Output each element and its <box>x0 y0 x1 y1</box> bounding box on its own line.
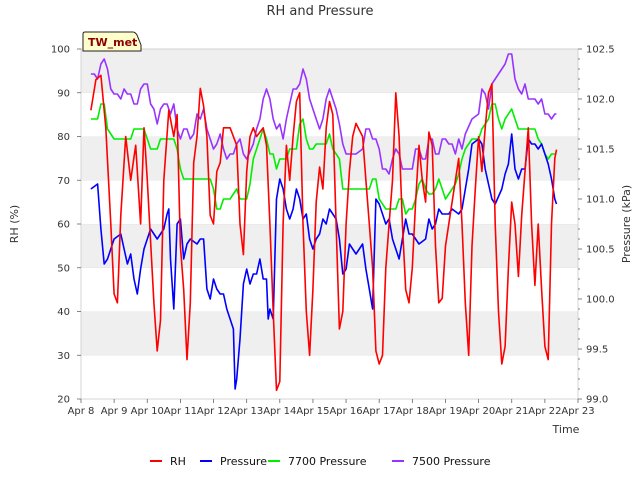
x-tick-label: Apr 13 <box>230 406 263 417</box>
y-axis-right: 99.0 99.5 100.0 100.5 101.0 101.5 102.0 102.5 <box>578 45 615 406</box>
chart-title: RH and Pressure <box>266 4 373 19</box>
grid-band <box>81 136 578 181</box>
x-tick-label: Apr 15 <box>296 406 329 417</box>
y-right-tick-label: 101.0 <box>586 195 615 206</box>
x-tick-label: Apr 19 <box>429 406 462 417</box>
grid-band <box>81 180 578 224</box>
x-tick-label: Apr 22 <box>528 406 561 417</box>
grid-band <box>81 311 578 356</box>
grid-band <box>81 267 578 312</box>
grid-band <box>81 49 578 93</box>
x-tick-label: Apr 11 <box>164 406 197 417</box>
x-tick-label: Apr 23 <box>561 406 594 417</box>
series-lines <box>90 53 558 392</box>
y-axis-left: 20 30 40 50 60 70 80 90 100 <box>51 45 81 406</box>
x-tick-label: Apr 21 <box>495 406 528 417</box>
site-label-box: TW_met <box>82 31 142 52</box>
y-right-tick-label: 99.5 <box>586 345 608 356</box>
series-line-7500-pressure <box>90 53 557 175</box>
grid-band <box>81 92 578 137</box>
y-left-tick-label: 80 <box>57 132 70 143</box>
y-left-tick-label: 70 <box>57 176 70 187</box>
y-right-tick-label: 100.5 <box>586 245 615 256</box>
series-line-7700-pressure <box>90 103 557 215</box>
y-right-tick-label: 100.0 <box>586 295 615 306</box>
y-right-tick-label: 102.0 <box>586 95 615 106</box>
x-tick-label: Apr 10 <box>131 406 164 417</box>
y-axis-right-title: Pressure (kPa) <box>620 185 633 263</box>
y-right-tick-label: 101.5 <box>586 145 615 156</box>
grid-band <box>81 355 578 399</box>
series-line-rh <box>90 74 558 392</box>
x-tick-label: Apr 9 <box>101 406 128 417</box>
x-tick-label: Apr 8 <box>68 406 95 417</box>
y-right-tick-label: 102.5 <box>586 45 615 56</box>
legend-label-rh: RH <box>170 455 186 468</box>
x-axis: Apr 8 Apr 9 Apr 10 Apr 11 Apr 12 Apr 13 Apr 14… <box>68 399 595 417</box>
x-tick-label: Apr 12 <box>197 406 230 417</box>
y-left-tick-label: 60 <box>57 220 70 231</box>
series-line-pressure <box>90 133 558 390</box>
y-axis-left-title: RH (%) <box>8 205 21 243</box>
y-left-tick-label: 40 <box>57 307 70 318</box>
x-tick-label: Apr 20 <box>462 406 495 417</box>
site-label: TW_met <box>88 36 137 49</box>
x-axis-title: Time <box>552 423 580 436</box>
grid-bands <box>81 48 578 399</box>
legend: RH Pressure 7700 Pressure 7500 Pressure <box>150 455 491 468</box>
y-left-tick-label: 90 <box>57 88 70 99</box>
y-left-tick-label: 50 <box>57 263 70 274</box>
y-left-tick-label: 20 <box>57 395 70 406</box>
x-tick-label: Apr 16 <box>329 406 362 417</box>
y-left-tick-label: 30 <box>57 351 70 362</box>
legend-label-7500-pressure: 7500 Pressure <box>412 455 491 468</box>
x-tick-label: Apr 14 <box>263 406 296 417</box>
legend-label-pressure: Pressure <box>220 455 267 468</box>
grid-band <box>81 224 578 268</box>
y-left-tick-label: 100 <box>51 45 70 56</box>
x-tick-label: Apr 17 <box>363 406 396 417</box>
y-right-tick-label: 99.0 <box>586 395 608 406</box>
x-tick-label: Apr 18 <box>396 406 429 417</box>
legend-label-7700-pressure: 7700 Pressure <box>288 455 367 468</box>
